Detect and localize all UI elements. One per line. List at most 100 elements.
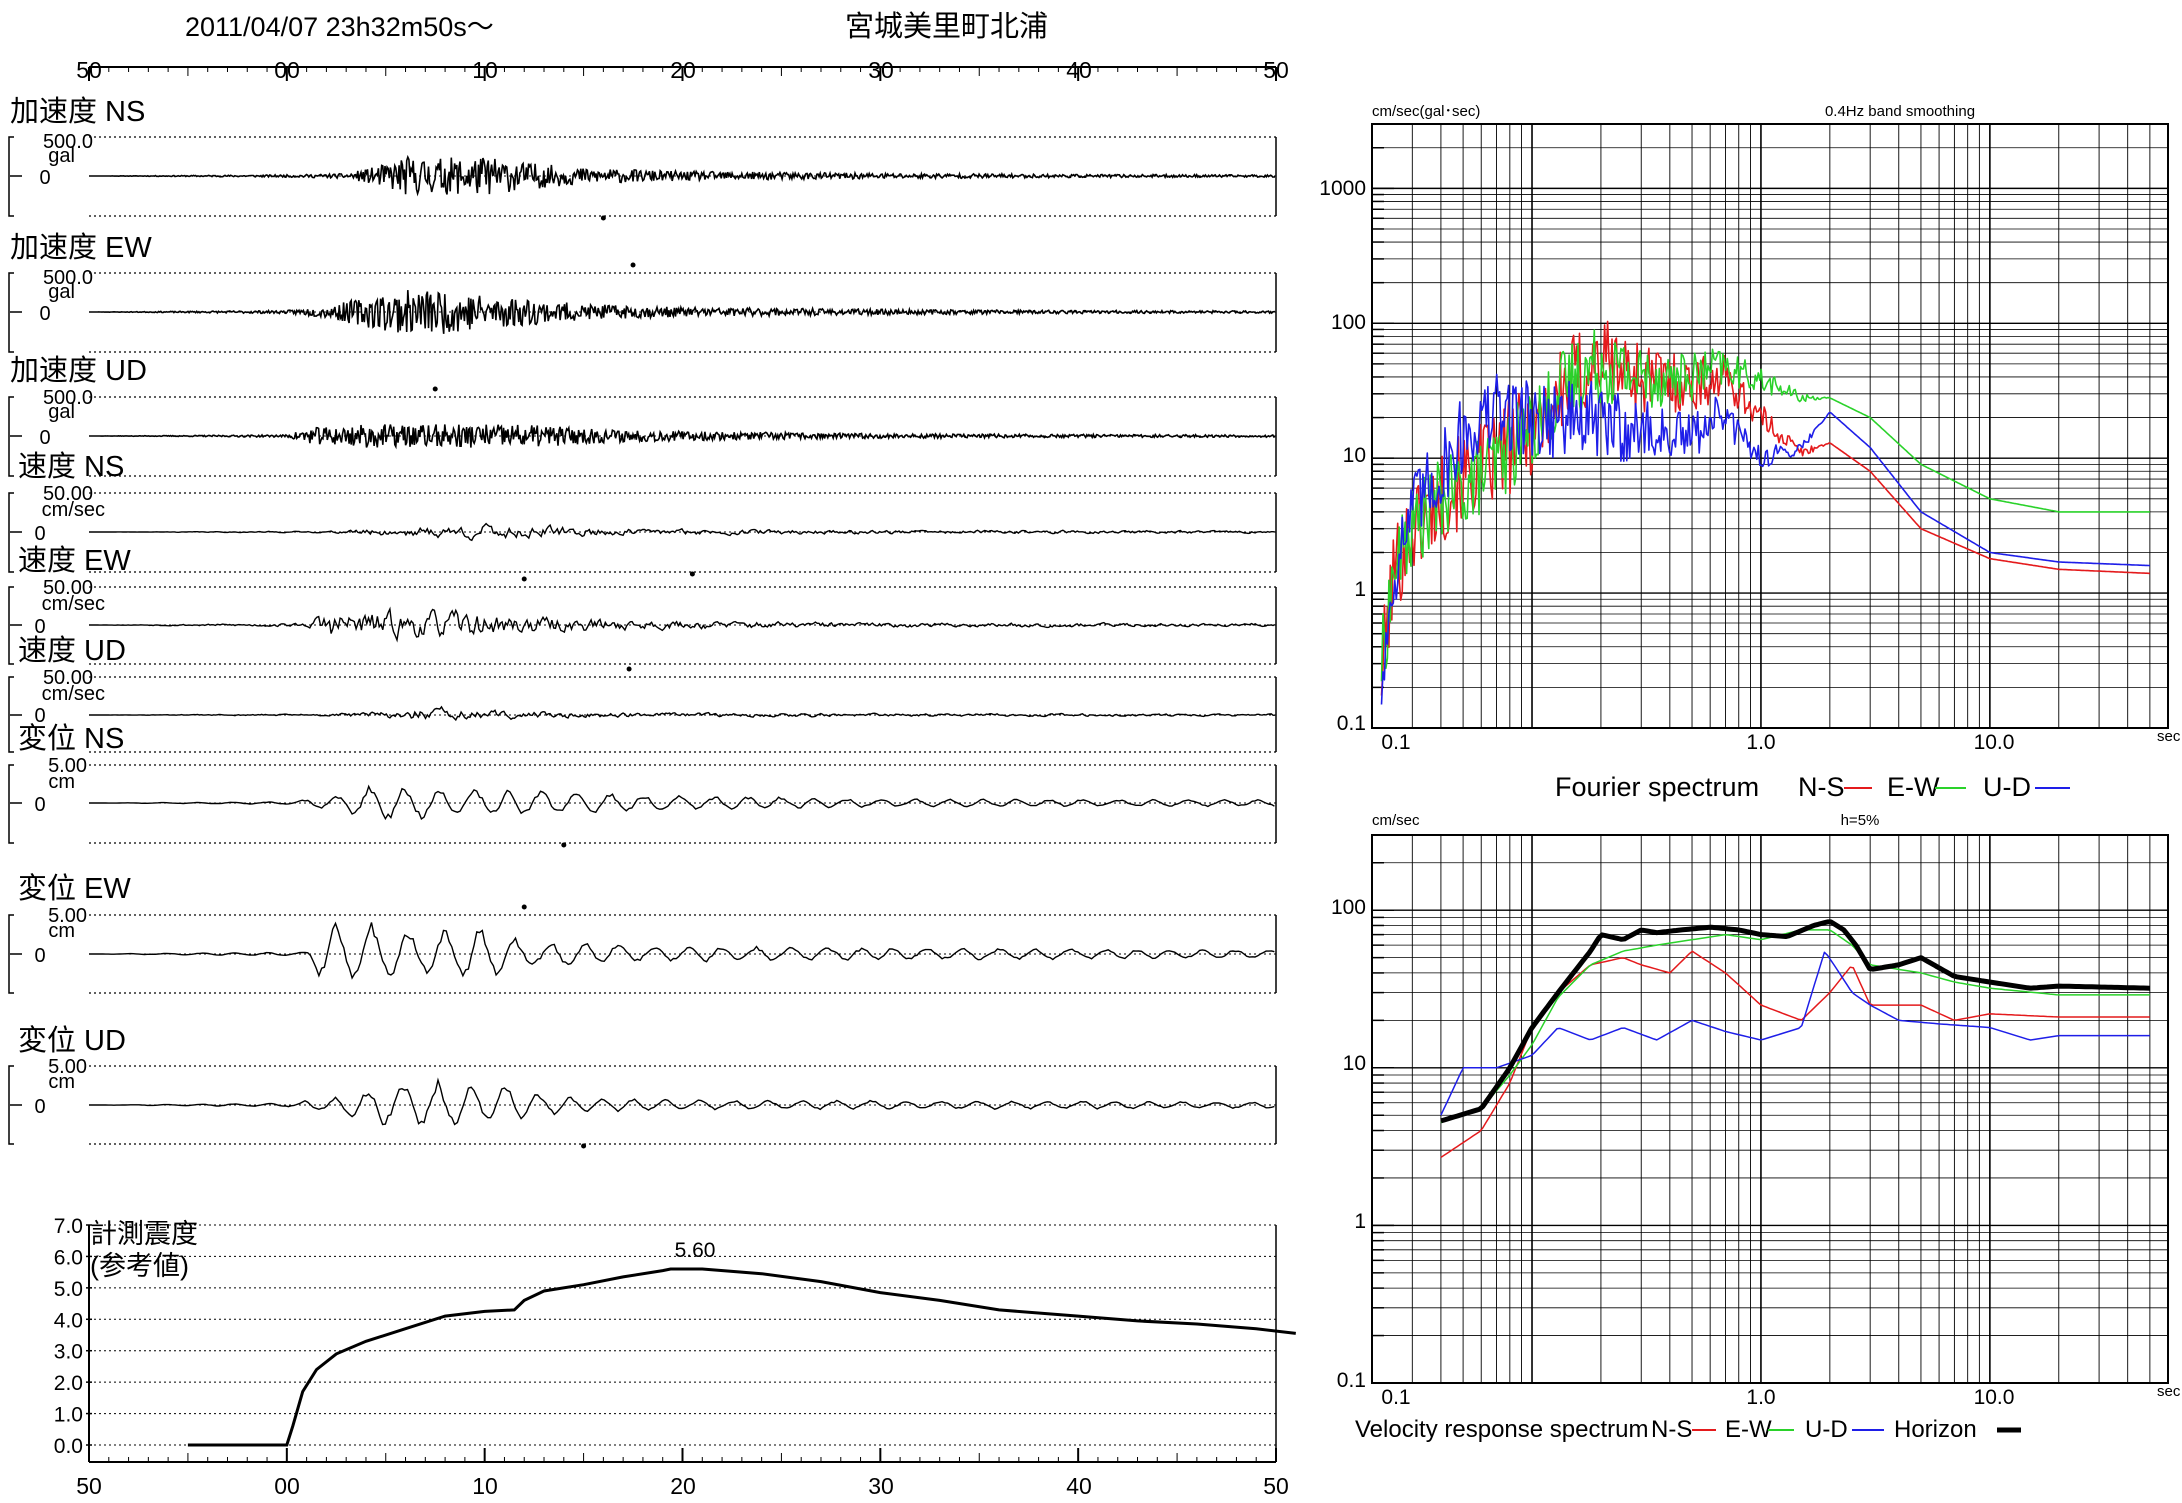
peak-marker — [626, 666, 632, 672]
intensity-max-label: 5.60 — [675, 1239, 716, 1262]
fourier-y-tick: 1000 — [1319, 177, 1366, 200]
top-tick-label: 50 — [1263, 57, 1289, 83]
unit-label: gal — [48, 281, 75, 303]
fourier-spectrum-chart: cm/sec(gal･sec) 0.4Hz band smoothing 0.1… — [1319, 103, 2181, 802]
fourier-y-tick: 0.1 — [1337, 712, 1366, 735]
fourier-x-tick: 1.0 — [1746, 731, 1775, 754]
panel-vel-ns: 速度 NS 50.00 cm/sec 0 — [8, 450, 1277, 577]
fourier-frame — [1371, 123, 2169, 729]
waveform-plot — [89, 576, 1276, 643]
panel-left-bracket — [8, 586, 14, 665]
top-time-ticks — [88, 67, 1277, 81]
waveform-line — [89, 606, 1276, 643]
top-tick-label: 10 — [472, 57, 498, 83]
response-x-tick: 10.0 — [1974, 1386, 2015, 1409]
spectrum-series-n-s — [1440, 950, 2150, 1159]
fourier-series — [1380, 320, 2150, 705]
panel-intensity: 計測震度 (参考値) 7.0 6.0 5.0 4.0 3.0 2.0 1.0 0.0 5.60 — [54, 1215, 1296, 1462]
peak-marker — [581, 1143, 587, 1149]
fourier-legend-ns: N-S — [1798, 772, 1845, 802]
zero-label: 0 — [34, 523, 45, 545]
spectrum-series-horizon — [1440, 919, 2150, 1124]
panel-acc-ns: 加速度 NS 500.0 gal 0 — [8, 95, 1277, 221]
intensity-y-tick-label: 1.0 — [54, 1404, 83, 1427]
zero-label: 0 — [39, 167, 50, 189]
spectrum-series-n-s — [1380, 320, 2150, 696]
panel-title: 変位 NS — [18, 722, 124, 755]
intensity-y-tick-label: 7.0 — [54, 1215, 83, 1238]
response-frame — [1371, 834, 2169, 1384]
scale-label: 50.00 — [43, 577, 93, 599]
intensity-subtitle: (参考値) — [90, 1251, 189, 1281]
intensity-y-tick-label: 4.0 — [54, 1309, 83, 1332]
zero-label: 0 — [34, 1096, 45, 1118]
response-legend-horizon: Horizon — [1894, 1416, 1977, 1443]
zero-label: 0 — [34, 945, 45, 967]
intensity-line — [187, 1267, 1296, 1447]
intensity-y-tick-label: 0.0 — [54, 1435, 83, 1458]
bottom-tick-label: 50 — [76, 1473, 102, 1499]
intensity-y-tick-label: 6.0 — [54, 1246, 83, 1269]
waveform-frame — [8, 764, 1277, 844]
panel-title: 変位 UD — [18, 1024, 126, 1057]
scale-label: 5.00 — [48, 905, 87, 927]
response-y-tick: 10 — [1343, 1052, 1366, 1075]
fourier-x-tick: 10.0 — [1974, 731, 2015, 754]
waveform-frame — [8, 1065, 1277, 1145]
top-tick-label: 30 — [868, 57, 894, 83]
top-tick-label: 00 — [274, 57, 300, 83]
intensity-title: 計測震度 — [90, 1219, 198, 1249]
panel-left-bracket — [8, 764, 14, 844]
response-legend-ud: U-D — [1805, 1416, 1848, 1443]
scale-label: 500.0 — [43, 267, 93, 289]
velocity-response-chart: cm/sec h=5% 0.1 1.0 10.0 sec 100 10 1 0.… — [1331, 812, 2181, 1443]
bottom-tick-label: 40 — [1066, 1473, 1092, 1499]
unit-label: gal — [48, 401, 75, 423]
waveform-line — [89, 424, 1276, 450]
panel-left-bracket — [8, 396, 14, 477]
bottom-tick-label: 10 — [472, 1473, 498, 1499]
fourier-title: 0.4Hz band smoothing — [1825, 103, 1975, 120]
response-legend: Velocity response spectrum N-S E-W U-D H… — [1355, 1416, 2021, 1443]
panel-disp-ud: 変位 UD 5.00 cm 0 — [8, 1024, 1277, 1149]
panel-disp-ns: 変位 NS 5.00 cm 0 — [8, 722, 1277, 848]
waveform-line — [89, 1077, 1275, 1126]
panel-left-bracket — [8, 492, 14, 573]
intensity-y-ticks: 7.0 6.0 5.0 4.0 3.0 2.0 1.0 0.0 — [54, 1215, 1277, 1462]
response-x-tick: 1.0 — [1746, 1386, 1775, 1409]
top-tick-label: 40 — [1066, 57, 1092, 83]
scale-label: 50.00 — [43, 667, 93, 689]
unit-label: cm — [48, 771, 75, 793]
response-y-tick: 0.1 — [1337, 1369, 1366, 1392]
panel-title: 加速度 NS — [10, 95, 145, 128]
intensity-y-tick-label: 3.0 — [54, 1341, 83, 1364]
peak-marker — [432, 386, 438, 392]
bottom-tick-label: 00 — [274, 1473, 300, 1499]
waveform-line — [89, 921, 1275, 980]
unit-label: cm — [48, 1071, 75, 1093]
waveform-plot — [89, 386, 1276, 450]
response-legend-label: Velocity response spectrum — [1355, 1416, 1648, 1443]
zero-label: 0 — [34, 794, 45, 816]
response-xlabel: sec — [2157, 1383, 2181, 1400]
intensity-y-tick-label: 5.0 — [54, 1278, 83, 1301]
panel-acc-ud: 加速度 UD 500.0 gal 0 — [8, 354, 1277, 477]
bottom-time-axis: 50 00 10 20 30 40 50 — [76, 1448, 1289, 1499]
panel-left-bracket — [8, 272, 14, 353]
bottom-tick-label: 50 — [1263, 1473, 1289, 1499]
intensity-y-tick-label: 2.0 — [54, 1372, 83, 1395]
waveform-line — [89, 290, 1276, 334]
waveform-plot — [89, 784, 1275, 848]
fourier-xlabel: sec — [2157, 728, 2181, 745]
intensity-plot — [187, 1267, 1296, 1447]
spectrum-series-u-d — [1440, 951, 2150, 1116]
response-ylabel: cm/sec — [1372, 812, 1420, 829]
response-title: h=5% — [1841, 812, 1880, 829]
scale-label: 500.0 — [43, 131, 93, 153]
fourier-ylabel: cm/sec(gal･sec) — [1372, 103, 1480, 120]
response-series — [1440, 919, 2150, 1159]
fourier-legend-ew: E-W — [1887, 772, 1940, 802]
waveform-frame — [8, 272, 1277, 353]
waveform-plot — [89, 262, 1276, 334]
